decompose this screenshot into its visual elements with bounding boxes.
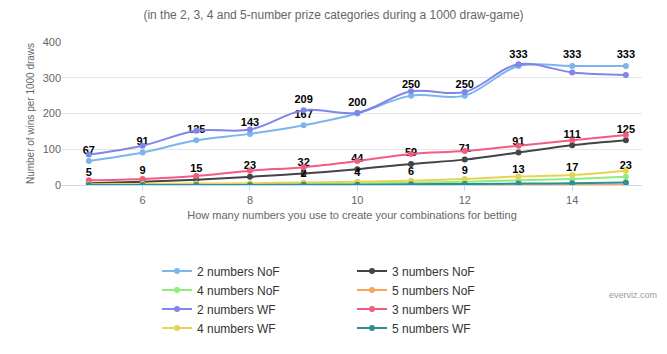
svg-text:everviz.com: everviz.com (609, 290, 657, 300)
svg-text:91: 91 (512, 135, 524, 147)
svg-text:17: 17 (566, 161, 578, 173)
svg-text:400: 400 (43, 36, 61, 48)
svg-text:(in the 2, 3, 4 and 5-number p: (in the 2, 3, 4 and 5-number prize categ… (143, 8, 523, 22)
svg-text:13: 13 (512, 163, 524, 175)
svg-text:How many numbers you use to cr: How many numbers you use to create your … (187, 209, 517, 221)
svg-text:200: 200 (43, 107, 61, 119)
svg-text:23: 23 (620, 159, 632, 171)
svg-text:4: 4 (354, 166, 361, 178)
svg-text:44: 44 (351, 152, 364, 164)
svg-text:100: 100 (43, 143, 61, 155)
svg-text:6: 6 (408, 165, 414, 177)
svg-text:333: 333 (509, 48, 527, 60)
svg-text:4 numbers WF: 4 numbers WF (197, 322, 276, 336)
svg-text:3 numbers NoF: 3 numbers NoF (392, 265, 475, 279)
svg-text:125: 125 (187, 123, 205, 135)
svg-text:23: 23 (244, 159, 256, 171)
svg-text:9: 9 (462, 164, 468, 176)
svg-text:250: 250 (456, 78, 474, 90)
svg-text:3 numbers WF: 3 numbers WF (392, 303, 471, 317)
svg-text:167: 167 (294, 108, 312, 120)
svg-text:2 numbers NoF: 2 numbers NoF (197, 265, 280, 279)
svg-text:71: 71 (459, 142, 471, 154)
svg-text:250: 250 (402, 78, 420, 90)
svg-text:8: 8 (247, 194, 253, 206)
svg-text:6: 6 (139, 194, 145, 206)
svg-text:143: 143 (241, 116, 259, 128)
svg-text:2 numbers WF: 2 numbers WF (197, 303, 276, 317)
svg-text:91: 91 (136, 135, 148, 147)
svg-text:125: 125 (617, 123, 635, 135)
svg-text:12: 12 (459, 194, 471, 206)
svg-text:15: 15 (190, 162, 202, 174)
svg-text:5: 5 (86, 166, 92, 178)
svg-text:67: 67 (83, 144, 95, 156)
svg-text:111: 111 (564, 128, 581, 140)
svg-text:10: 10 (351, 194, 363, 206)
svg-text:9: 9 (139, 164, 145, 176)
svg-text:14: 14 (566, 194, 578, 206)
svg-text:333: 333 (617, 48, 635, 60)
svg-text:32: 32 (298, 156, 310, 168)
svg-text:5 numbers NoF: 5 numbers NoF (392, 284, 475, 298)
svg-text:59: 59 (405, 146, 417, 158)
svg-text:200: 200 (348, 96, 366, 108)
svg-text:300: 300 (43, 72, 61, 84)
svg-text:5 numbers WF: 5 numbers WF (392, 322, 471, 336)
svg-text:2: 2 (301, 167, 307, 179)
svg-text:209: 209 (294, 93, 312, 105)
svg-text:333: 333 (563, 48, 581, 60)
svg-text:0: 0 (55, 179, 61, 191)
svg-text:4 numbers NoF: 4 numbers NoF (197, 284, 280, 298)
svg-text:Number of wins per 1000 draws: Number of wins per 1000 draws (25, 43, 36, 184)
